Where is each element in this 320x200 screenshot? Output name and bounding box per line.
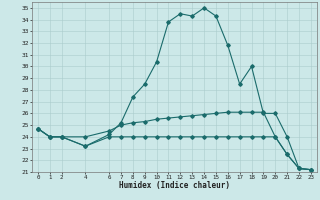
X-axis label: Humidex (Indice chaleur): Humidex (Indice chaleur) [119,181,230,190]
